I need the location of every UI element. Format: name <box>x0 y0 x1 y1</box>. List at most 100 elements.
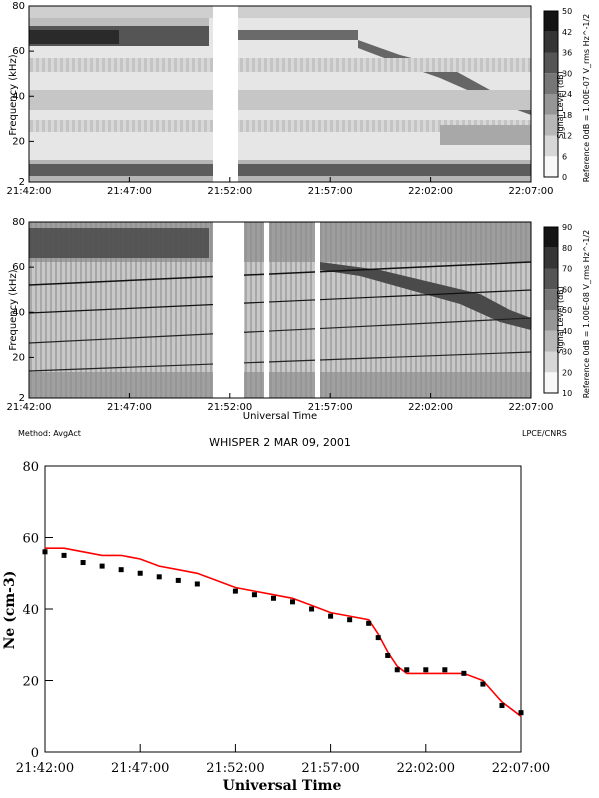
data-point <box>42 549 48 555</box>
colorbar-tick-label: 60 <box>562 285 572 294</box>
series-line <box>45 547 522 717</box>
x-tick-label: 21:47:00 <box>111 761 169 776</box>
y-tick-label: 20 <box>12 352 25 363</box>
colorbar-tick-label: 10 <box>562 389 572 398</box>
data-point <box>499 703 505 709</box>
data-point <box>309 606 315 612</box>
density-plot-ylabel: Ne (cm-3) <box>2 571 18 650</box>
x-tick-label: 21:57:00 <box>301 761 359 776</box>
colorbar-tick-label: 24 <box>562 90 572 99</box>
colorbar-tick-label: 6 <box>562 152 567 161</box>
colorbar-swatch <box>544 135 558 157</box>
y-tick-label: 80 <box>12 217 25 228</box>
x-tick-label: 21:57:00 <box>308 186 353 197</box>
colorbar-tick-label: 90 <box>562 223 572 232</box>
data-point <box>375 635 381 641</box>
data-point <box>518 710 524 716</box>
y-tick-label: 20 <box>12 136 25 147</box>
x-tick-label: 21:42:00 <box>7 402 52 413</box>
data-point <box>366 620 372 626</box>
colorbar-1-label: Signal Level (dB) <box>556 71 565 139</box>
data-point <box>347 617 353 623</box>
colorbar-swatch <box>544 247 558 269</box>
spectrogram-1 <box>28 5 532 183</box>
data-point <box>251 592 257 598</box>
y-tick-label: 0 <box>31 746 39 761</box>
data-point <box>480 681 486 687</box>
colorbar-2-reference: Reference 0dB = 1.00E-08 V_rms Hz^-1/2 <box>582 230 591 399</box>
colorbar-swatch <box>544 52 558 74</box>
colorbar-swatch <box>544 73 558 94</box>
y-tick-label: 80 <box>22 460 39 475</box>
colorbar-frame <box>543 226 559 394</box>
colorbar-swatch <box>544 31 558 53</box>
x-tick-label: 21:42:00 <box>16 761 74 776</box>
data-point <box>194 581 200 587</box>
data-point <box>442 667 448 673</box>
x-tick-label: 21:52:00 <box>207 186 252 197</box>
x-tick-label: 21:47:00 <box>107 402 152 413</box>
y-tick-label: 40 <box>22 603 39 618</box>
colorbar-tick-label: 40 <box>562 327 572 336</box>
colorbar-swatch <box>544 11 558 32</box>
colorbar-swatch <box>544 310 558 331</box>
colorbar-swatch <box>544 156 558 177</box>
colorbar-tick-label: 18 <box>562 111 572 120</box>
spectrogram-2 <box>28 221 532 399</box>
data-point <box>232 588 238 594</box>
y-tick-label: 2 <box>19 393 25 404</box>
data-point <box>423 667 429 673</box>
colorbar-tick-label: 80 <box>562 244 572 253</box>
data-point <box>118 567 124 573</box>
colorbar-swatch <box>544 330 558 352</box>
colorbar-tick-label: 50 <box>562 7 572 16</box>
method-label: Method: AvgAct <box>18 429 81 438</box>
x-tick-label: 21:57:00 <box>308 402 353 413</box>
data-point <box>461 670 467 676</box>
y-tick-label: 80 <box>12 1 25 12</box>
colorbar-swatch <box>544 268 558 290</box>
x-tick-label: 22:07:00 <box>492 761 550 776</box>
x-tick-label: 21:42:00 <box>7 186 52 197</box>
y-tick-label: 20 <box>22 675 39 690</box>
colorbar-frame <box>543 10 559 178</box>
x-tick-label: 22:02:00 <box>408 186 453 197</box>
colorbar-swatch <box>544 372 558 393</box>
colorbar-swatch <box>544 94 558 115</box>
y-tick-label: 60 <box>12 262 25 273</box>
colorbar-tick-label: 30 <box>562 69 572 78</box>
x-tick-label: 22:02:00 <box>408 402 453 413</box>
data-point <box>328 613 334 619</box>
x-tick-label: 22:07:00 <box>509 186 554 197</box>
data-point <box>394 667 400 673</box>
x-tick-label: 21:47:00 <box>107 186 152 197</box>
data-point <box>270 595 276 601</box>
spectrogram-1-ylabel: Frequency (kHz) <box>8 54 19 135</box>
y-tick-label: 60 <box>22 532 39 547</box>
spectrogram-2-xlabel: Universal Time <box>243 411 317 422</box>
colorbar-tick-label: 0 <box>562 173 567 182</box>
colorbar-tick-label: 70 <box>562 265 572 274</box>
colorbar-swatch <box>544 289 558 310</box>
data-point <box>385 652 391 658</box>
x-tick-label: 21:52:00 <box>206 761 264 776</box>
colorbar-tick-label: 20 <box>562 368 572 377</box>
colorbar-tick-label: 36 <box>562 49 572 58</box>
y-tick-label: 2 <box>19 177 25 188</box>
x-tick-label: 22:02:00 <box>397 761 455 776</box>
colorbar-tick-label: 12 <box>562 132 572 141</box>
figure-title: WHISPER 2 MAR 09, 2001 <box>209 436 351 449</box>
density-plot-xlabel: Universal Time <box>223 778 342 794</box>
colorbar-1-reference: Reference 0dB = 1.00E-07 V_rms Hz^-1/2 <box>582 14 591 183</box>
colorbar-tick-label: 42 <box>562 28 572 37</box>
data-point <box>156 574 162 580</box>
x-tick-label: 21:52:00 <box>207 402 252 413</box>
data-point <box>61 552 67 558</box>
colorbar-swatch <box>544 351 558 373</box>
spectrogram-2-ylabel: Frequency (kHz) <box>8 269 19 350</box>
colorbar-tick-label: 50 <box>562 306 572 315</box>
y-tick-label: 40 <box>12 91 25 102</box>
credit-label: LPCE/CNRS <box>522 429 567 438</box>
data-point <box>80 560 86 566</box>
